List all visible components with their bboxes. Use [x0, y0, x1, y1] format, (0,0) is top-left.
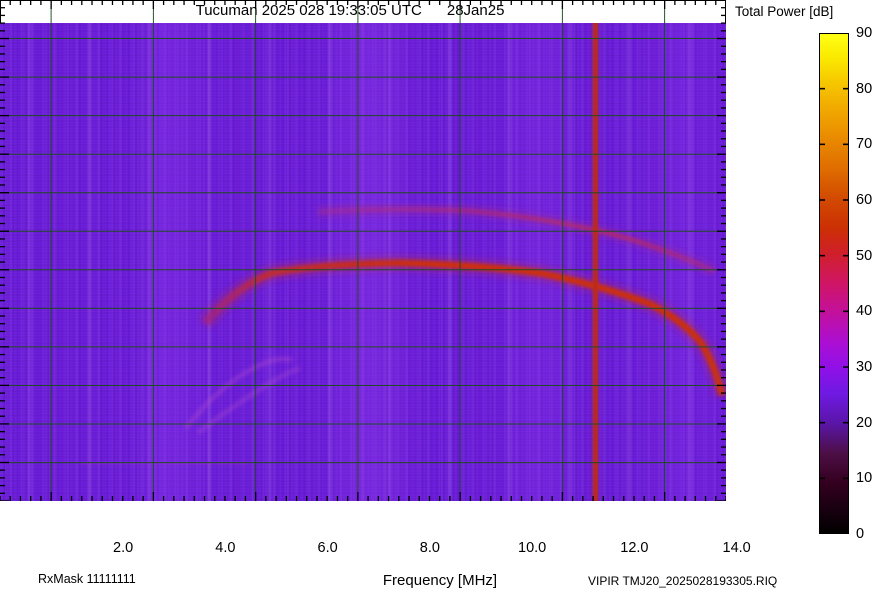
- colorbar-tick-30: 30: [856, 359, 873, 375]
- f-layer-ordinary-trace: [202, 259, 726, 396]
- faint-oblique-echo: [196, 367, 301, 435]
- x-axis-tick-12.0: 12.0: [620, 540, 649, 556]
- colorbar-tick-80: 80: [856, 80, 873, 97]
- x-axis-label: Frequency [MHz]: [382, 572, 498, 589]
- x-axis-tick-4.0: 4.0: [215, 540, 236, 556]
- colorbar-tick-50: 50: [856, 247, 873, 264]
- x-axis-tick-2.0: 2.0: [113, 540, 134, 556]
- colorbar-tick-60: 60: [856, 192, 873, 208]
- ionogram-plot-area: [0, 0, 726, 501]
- spectrogram-raster: [0, 23, 726, 501]
- colorbar-tick-90: 90: [856, 25, 873, 41]
- f-layer-extraordinary-trace: [184, 357, 293, 429]
- x-axis-tick-6.0: 6.0: [317, 540, 338, 556]
- second-hop-trace: [317, 207, 715, 273]
- x-axis-tick-10.0: 10.0: [518, 540, 547, 556]
- x-axis-tick-14.0: 14.0: [722, 540, 751, 556]
- plot-gridlines: [0, 0, 726, 501]
- colorbar: [819, 33, 849, 534]
- source-file-label: VIPIR TMJ20_2025028193305.RIQ: [588, 574, 778, 588]
- colorbar-tick-10: 10: [856, 470, 873, 487]
- colorbar-title: Total Power [dB]: [735, 4, 834, 19]
- interference-line-halo: [591, 23, 600, 501]
- rxmask-label: RxMask 11111111: [38, 572, 136, 586]
- colorbar-tick-20: 20: [856, 414, 873, 431]
- colorbar-tick-0: 0: [856, 526, 865, 542]
- colorbar-tick-40: 40: [856, 303, 873, 320]
- x-axis-tick-labels: 2.0 4.0 6.0 8.0 10.0 12.0 14.0: [0, 540, 884, 562]
- colorbar-tick-70: 70: [856, 136, 873, 153]
- x-axis-tick-8.0: 8.0: [419, 540, 440, 556]
- colorbar-ticks: [819, 87, 849, 480]
- echo-traces: [79, 23, 726, 501]
